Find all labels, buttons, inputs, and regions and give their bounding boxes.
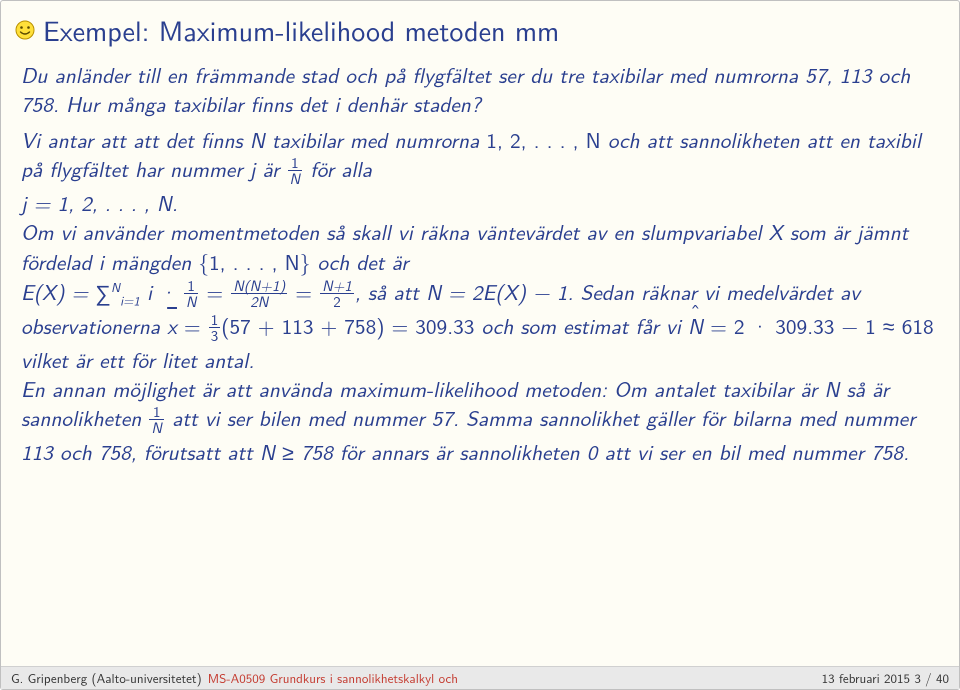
EX-equals: E(X) = [21, 275, 95, 307]
body-paragraph-2: Vi antar att att det finns N taxibilar m… [1, 119, 959, 467]
Nhat-expr: = 2 · 309.33 − 1 ≈ 618 [703, 309, 934, 341]
eq2: = [288, 275, 319, 307]
sum-symbol: ∑ [95, 276, 111, 308]
title-row: Exempel: Maximum-likelihood metoden mm [1, 1, 959, 54]
N-2EX: N = 2E(X) − 1 [426, 275, 567, 307]
p3b: och det är [310, 245, 408, 277]
frac-1N-den: N [288, 171, 303, 186]
frac-N12-den: 2 [320, 294, 354, 309]
body-paragraph-1: Du anländer till en främmande stad och p… [1, 54, 959, 119]
frac-1-over-3: 13 [209, 312, 221, 343]
slide-title: Exempel: Maximum-likelihood metoden mm [43, 9, 559, 50]
sum-lower: i=1 [120, 291, 140, 310]
p3f: vilket är ett för litet antal. [21, 343, 254, 375]
p2a: Vi antar att att det finns N taxibilar m… [21, 123, 486, 155]
slide-frame: Exempel: Maximum-likelihood metoden mm D… [0, 0, 960, 690]
mean-expr: (57 + 113 + 758) = 309.33 [221, 309, 474, 341]
frac-1-over-N-c: 1N [149, 404, 164, 435]
eq1: = [199, 275, 230, 307]
j-range: j = 1, 2, . . . , N. [21, 186, 178, 218]
frac-1N-den-c: N [149, 420, 164, 435]
x-bar: x [167, 309, 177, 341]
frac-1N-den-b: N [184, 294, 199, 309]
frac-1-over-N: 1N [288, 155, 303, 186]
footer-course: MS-A0509 Grundkurs i sannolikhetskalkyl … [202, 669, 822, 688]
p2c: för alla [303, 152, 372, 184]
sum-term: i · [140, 275, 183, 307]
N-hat: N [688, 309, 703, 341]
para1-text: Du anländer till en främmande stad och p… [21, 58, 910, 119]
footer-bar: G. Gripenberg (Aalto-universitetet) MS-A… [1, 666, 959, 689]
frac-N1-over-2: N+12 [320, 278, 354, 309]
footer-date-page: 13 februari 2015 3 / 40 [822, 669, 959, 688]
sum-upper: N [111, 278, 120, 297]
frac-NN1-over-2N: N(N+1)2N [231, 278, 287, 309]
frac-1-over-N-b: 1N [184, 278, 199, 309]
frac-NN1-den: 2N [231, 294, 287, 309]
eq3: = [177, 309, 208, 341]
set-1N: {1, . . . , N} [198, 245, 310, 277]
frac-13-den: 3 [209, 328, 221, 343]
footer-author: G. Gripenberg (Aalto-universitetet) [1, 669, 202, 688]
p3c: , så att [355, 275, 426, 307]
smiley-icon [15, 20, 35, 40]
seq-12N: 1, 2, . . . , N [486, 123, 600, 155]
p3e: och som estimat får vi [474, 309, 688, 341]
p3a: Om vi använder momentmetoden så skall vi… [21, 215, 908, 276]
